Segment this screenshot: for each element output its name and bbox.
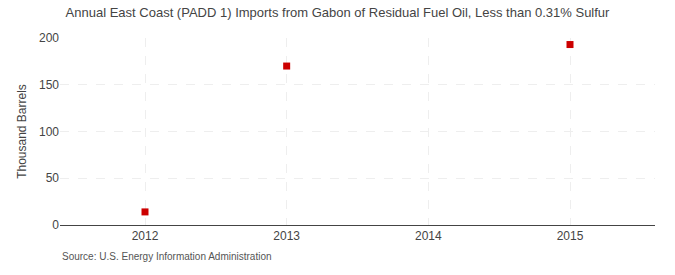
svg-text:2014: 2014: [415, 229, 442, 243]
svg-text:100: 100: [39, 125, 59, 139]
svg-text:Source: U.S. Energy Informatio: Source: U.S. Energy Information Administ…: [62, 251, 272, 262]
svg-text:0: 0: [52, 218, 59, 232]
svg-text:Thousand Barrels: Thousand Barrels: [15, 84, 29, 179]
svg-text:150: 150: [39, 78, 59, 92]
svg-text:2015: 2015: [557, 229, 584, 243]
svg-text:Annual East Coast (PADD 1) Imp: Annual East Coast (PADD 1) Imports from …: [66, 5, 611, 20]
svg-text:2013: 2013: [273, 229, 300, 243]
svg-text:2012: 2012: [132, 229, 159, 243]
svg-text:200: 200: [39, 31, 59, 45]
svg-text:50: 50: [46, 171, 60, 185]
